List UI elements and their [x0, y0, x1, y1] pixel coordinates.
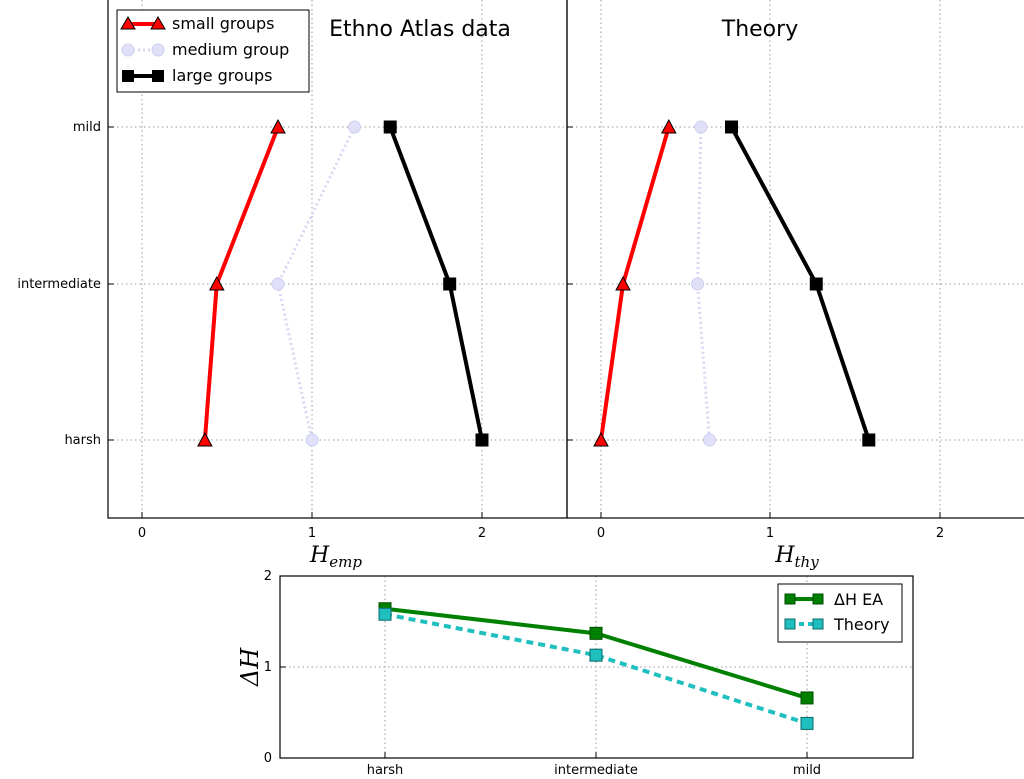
right-series-layer	[593, 118, 876, 447]
data-point-medium-group	[694, 120, 708, 134]
left-x-axis-label-sub: emp	[329, 553, 362, 571]
right-x-axis-label-sub: thy	[795, 553, 820, 571]
data-point-small-groups	[615, 275, 631, 291]
left-ytick-label: intermediate	[17, 277, 101, 292]
bottom-legend-box	[777, 583, 903, 643]
data-point-medium-group	[271, 277, 285, 291]
bottom-ytick-label: 2	[264, 569, 272, 584]
data-point-theory	[378, 607, 392, 621]
data-point-large-groups	[475, 433, 489, 447]
panel-ethno-atlas: mild intermediate harsh 0 1 2 Ethno Atla…	[17, 0, 568, 571]
data-point-theory	[589, 648, 603, 662]
left-xtick-label: 1	[308, 526, 316, 541]
bottom-series-layer	[378, 602, 814, 730]
data-point-large-groups	[862, 433, 876, 447]
legend-label-small-groups: small groups	[172, 14, 275, 33]
left-ytick-label: mild	[73, 120, 101, 135]
right-x-axis-label: Hthy	[774, 543, 819, 571]
data-point-small-groups	[593, 431, 609, 447]
right-panel-title: Theory	[721, 17, 798, 42]
panel-theory: 0 1 2 Theory Hthy	[566, 0, 1024, 571]
left-xtick-label: 0	[138, 526, 146, 541]
bottom-ytick-label: 1	[264, 660, 272, 675]
legend-large-groups: large groups	[122, 66, 272, 85]
data-point-large-groups	[725, 120, 739, 134]
right-ticks	[567, 126, 941, 518]
legend-square-icon	[812, 593, 824, 605]
left-series-layer	[197, 118, 489, 447]
legend-triangle-icon	[150, 16, 166, 30]
legend-triangle-icon	[120, 16, 136, 30]
legend-label-medium-group: medium group	[172, 40, 289, 59]
data-point-large-groups	[383, 120, 397, 134]
bottom-xtick-label: harsh	[367, 763, 404, 778]
data-point-theory	[800, 716, 814, 730]
legend-delta-h-ea: ΔH EA	[784, 590, 883, 609]
data-point-medium-group	[348, 120, 361, 134]
legend-square-icon	[812, 618, 824, 630]
legend-label-large-groups: large groups	[172, 66, 272, 85]
series-line-theory	[384, 612, 808, 726]
right-xtick-label: 1	[766, 526, 774, 541]
right-xtick-label: 2	[936, 526, 944, 541]
right-xtick-label: 0	[597, 526, 605, 541]
data-point-small-groups	[270, 118, 286, 134]
left-panel-title: Ethno Atlas data	[329, 17, 511, 42]
legend-small-groups: small groups	[120, 14, 275, 33]
bottom-ticks	[280, 666, 808, 758]
legend-medium-group: medium group	[121, 40, 289, 59]
data-point-small-groups	[660, 118, 677, 134]
left-xtick-label: 2	[478, 526, 486, 541]
series-line-medium-group	[276, 126, 356, 441]
legend-label-delta-h-ea: ΔH EA	[834, 590, 883, 609]
bottom-ytick-label: 0	[264, 751, 272, 766]
left-x-axis-label: Hemp	[309, 543, 362, 571]
legend-square-icon	[784, 593, 796, 605]
data-point-small-groups	[208, 275, 225, 291]
legend-circle-icon	[151, 43, 165, 57]
legend-label-theory: Theory	[833, 615, 890, 634]
bottom-y-axis-label: ΔH	[236, 647, 264, 687]
series-line-medium-group	[696, 126, 711, 441]
bottom-xtick-label: intermediate	[554, 763, 638, 778]
right-plot-frame	[566, 0, 1024, 519]
data-point-large-groups	[809, 277, 823, 291]
legend-square-icon	[122, 70, 134, 82]
legend-theory: Theory	[784, 615, 890, 634]
data-point-small-groups	[197, 431, 213, 447]
legend: small groups medium group large groups	[116, 9, 310, 93]
data-point-large-groups	[443, 277, 457, 291]
data-point-medium-group	[702, 433, 716, 447]
data-point-medium-group	[691, 277, 705, 291]
left-ytick-label: harsh	[64, 433, 101, 448]
legend-square-icon	[784, 618, 796, 630]
panel-delta-h: 0 1 2 harsh intermediate mild ΔH ΔH EA T…	[236, 569, 914, 778]
legend-square-icon	[152, 70, 164, 82]
bottom-legend: ΔH EA Theory	[777, 583, 903, 643]
data-point-h-ea	[800, 691, 814, 705]
legend-circle-icon	[121, 43, 135, 57]
data-point-h-ea	[589, 626, 603, 640]
right-grid	[567, 0, 1024, 518]
bottom-xtick-label: mild	[793, 763, 821, 778]
data-point-medium-group	[305, 433, 319, 447]
left-ticks	[108, 126, 483, 518]
